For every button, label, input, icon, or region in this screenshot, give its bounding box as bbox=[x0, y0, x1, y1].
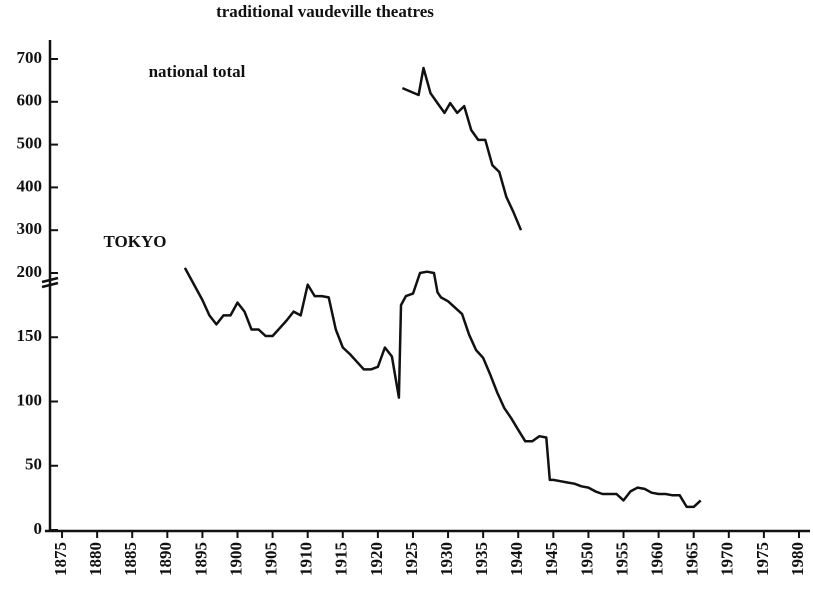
data-line bbox=[401, 66, 523, 231]
chart-title: traditional vaudeville theatres bbox=[216, 2, 434, 21]
x-tick-label: 1880 bbox=[86, 542, 105, 576]
series-label: TOKYO bbox=[104, 232, 167, 251]
data-line bbox=[183, 267, 702, 509]
x-tick-label: 1925 bbox=[402, 542, 421, 576]
x-tick-label: 1970 bbox=[718, 542, 737, 576]
x-tick-label: 1950 bbox=[577, 542, 596, 576]
x-tick-label: 1905 bbox=[261, 542, 280, 576]
x-tick-label: 1890 bbox=[156, 542, 175, 576]
y-tick-label: 150 bbox=[17, 326, 43, 345]
x-tick-label: 1955 bbox=[612, 542, 631, 576]
y-tick-label: 100 bbox=[17, 390, 43, 409]
x-tick-label: 1895 bbox=[191, 542, 210, 576]
x-tick-label: 1875 bbox=[51, 542, 70, 576]
y-tick-label: 50 bbox=[25, 455, 42, 474]
y2-tick-label: 300 bbox=[17, 219, 43, 238]
y2-tick-label: 700 bbox=[17, 48, 43, 67]
y2-tick-label: 400 bbox=[17, 176, 43, 195]
y2-tick-label: 600 bbox=[17, 91, 43, 110]
x-tick-label: 1965 bbox=[683, 542, 702, 576]
x-tick-label: 1980 bbox=[788, 542, 807, 576]
axis-break bbox=[41, 276, 59, 289]
x-tick-label: 1910 bbox=[297, 542, 316, 576]
x-tick-label: 1975 bbox=[753, 542, 772, 576]
series-label: national total bbox=[149, 62, 246, 81]
y2-tick-label: 500 bbox=[17, 134, 43, 153]
y-tick-label: 0 bbox=[34, 519, 43, 538]
x-tick-label: 1900 bbox=[226, 542, 245, 576]
x-tick-label: 1960 bbox=[648, 542, 667, 576]
x-tick-label: 1930 bbox=[437, 542, 456, 576]
x-tick-label: 1915 bbox=[332, 542, 351, 576]
y2-tick-label: 200 bbox=[17, 262, 43, 281]
x-tick-label: 1935 bbox=[472, 542, 491, 576]
x-tick-label: 1945 bbox=[542, 542, 561, 576]
x-tick-label: 1885 bbox=[121, 542, 140, 576]
x-tick-label: 1940 bbox=[507, 542, 526, 576]
x-tick-label: 1920 bbox=[367, 542, 386, 576]
